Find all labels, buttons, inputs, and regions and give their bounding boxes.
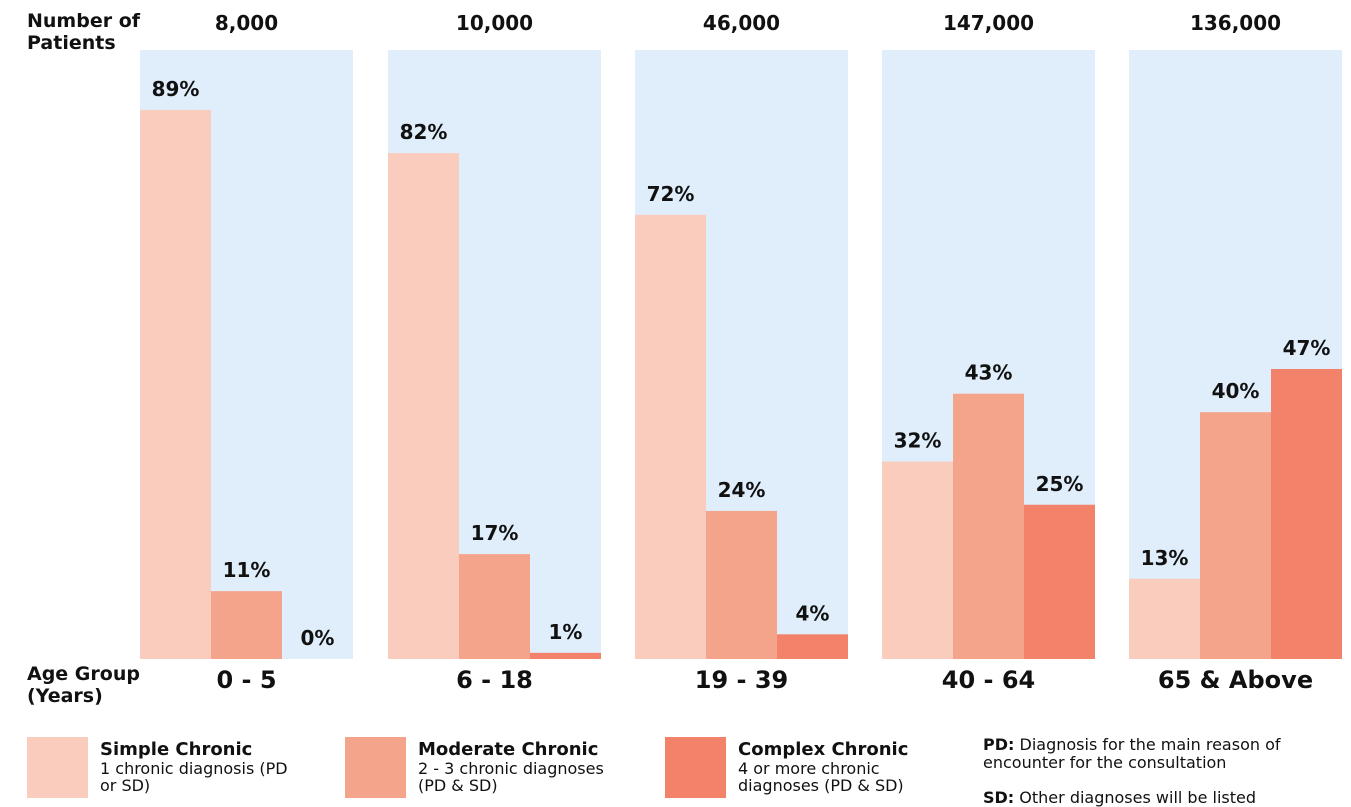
data-label-complex-0-5: 0% <box>301 626 335 650</box>
category-label-6-18: 6 - 18 <box>456 666 533 694</box>
patient-count-19-39: 46,000 <box>703 11 780 35</box>
data-label-complex-6-18: 1% <box>549 620 583 644</box>
note-sd-term: SD: <box>983 788 1015 807</box>
legend-desc-simple: 1 chronic diagnosis (PD or SD) <box>100 759 288 795</box>
category-label-0-5: 0 - 5 <box>216 666 276 694</box>
note-pd-text: Diagnosis for the main reason of encount… <box>983 735 1281 772</box>
patient-count-6-18: 10,000 <box>456 11 533 35</box>
category-label-65-above: 65 & Above <box>1158 666 1313 694</box>
data-label-complex-40-64: 25% <box>1036 472 1084 496</box>
bar-complex-6-18 <box>530 652 601 659</box>
chart: 8,000 0 - 5 89% 11% 0% 10,000 6 - 18 82% 17% 1% 46… <box>140 11 1342 694</box>
patient-count-40-64: 147,000 <box>943 11 1034 35</box>
bar-complex-19-39 <box>777 634 848 659</box>
legend-name-moderate: Moderate Chronic <box>418 739 599 760</box>
data-label-moderate-65-above: 40% <box>1212 379 1260 403</box>
bar-moderate-65-above <box>1200 412 1271 659</box>
bar-moderate-0-5 <box>211 591 282 659</box>
note-sd-text: Other diagnoses will be listed <box>1019 788 1256 807</box>
data-label-moderate-6-18: 17% <box>471 521 519 545</box>
bar-complex-65-above <box>1271 369 1342 659</box>
category-label-40-64: 40 - 64 <box>942 666 1035 694</box>
note-pd: PD: Diagnosis for the main reason of enc… <box>983 736 1343 772</box>
data-label-simple-40-64: 32% <box>894 429 942 453</box>
legend-name-simple: Simple Chronic <box>100 739 253 760</box>
legend-swatch-complex <box>665 737 726 798</box>
note-sd: SD: Other diagnoses will be listed <box>983 789 1343 807</box>
data-label-simple-19-39: 72% <box>647 182 695 206</box>
bar-simple-19-39 <box>635 214 706 659</box>
data-label-moderate-0-5: 11% <box>223 558 271 582</box>
bar-moderate-6-18 <box>459 554 530 659</box>
data-label-moderate-19-39: 24% <box>718 478 766 502</box>
category-label-19-39: 19 - 39 <box>695 666 788 694</box>
note-pd-term: PD: <box>983 735 1015 754</box>
bar-simple-40-64 <box>882 461 953 659</box>
data-label-simple-0-5: 89% <box>152 77 200 101</box>
bar-moderate-19-39 <box>706 510 777 659</box>
legend-swatch-moderate <box>345 737 406 798</box>
bar-simple-0-5 <box>140 109 211 660</box>
bar-moderate-40-64 <box>953 393 1024 659</box>
data-label-complex-19-39: 4% <box>796 601 830 625</box>
data-label-complex-65-above: 47% <box>1283 336 1331 360</box>
data-label-moderate-40-64: 43% <box>965 361 1013 385</box>
legend-name-complex: Complex Chronic <box>738 739 909 760</box>
patient-count-65-above: 136,000 <box>1190 11 1281 35</box>
bar-simple-6-18 <box>388 153 459 659</box>
data-label-simple-6-18: 82% <box>400 120 448 144</box>
bar-complex-40-64 <box>1024 504 1095 659</box>
legend-desc-moderate: 2 - 3 chronic diagnoses (PD & SD) <box>418 759 604 795</box>
data-label-simple-65-above: 13% <box>1141 546 1189 570</box>
x-axis-title: Age Group (Years) <box>27 663 140 707</box>
y-axis-title: Number of Patients <box>27 10 141 54</box>
legend-swatch-simple <box>27 737 88 798</box>
legend-desc-complex: 4 or more chronic diagnoses (PD & SD) <box>738 759 904 795</box>
bar-simple-65-above <box>1129 578 1200 659</box>
patient-count-0-5: 8,000 <box>215 11 278 35</box>
